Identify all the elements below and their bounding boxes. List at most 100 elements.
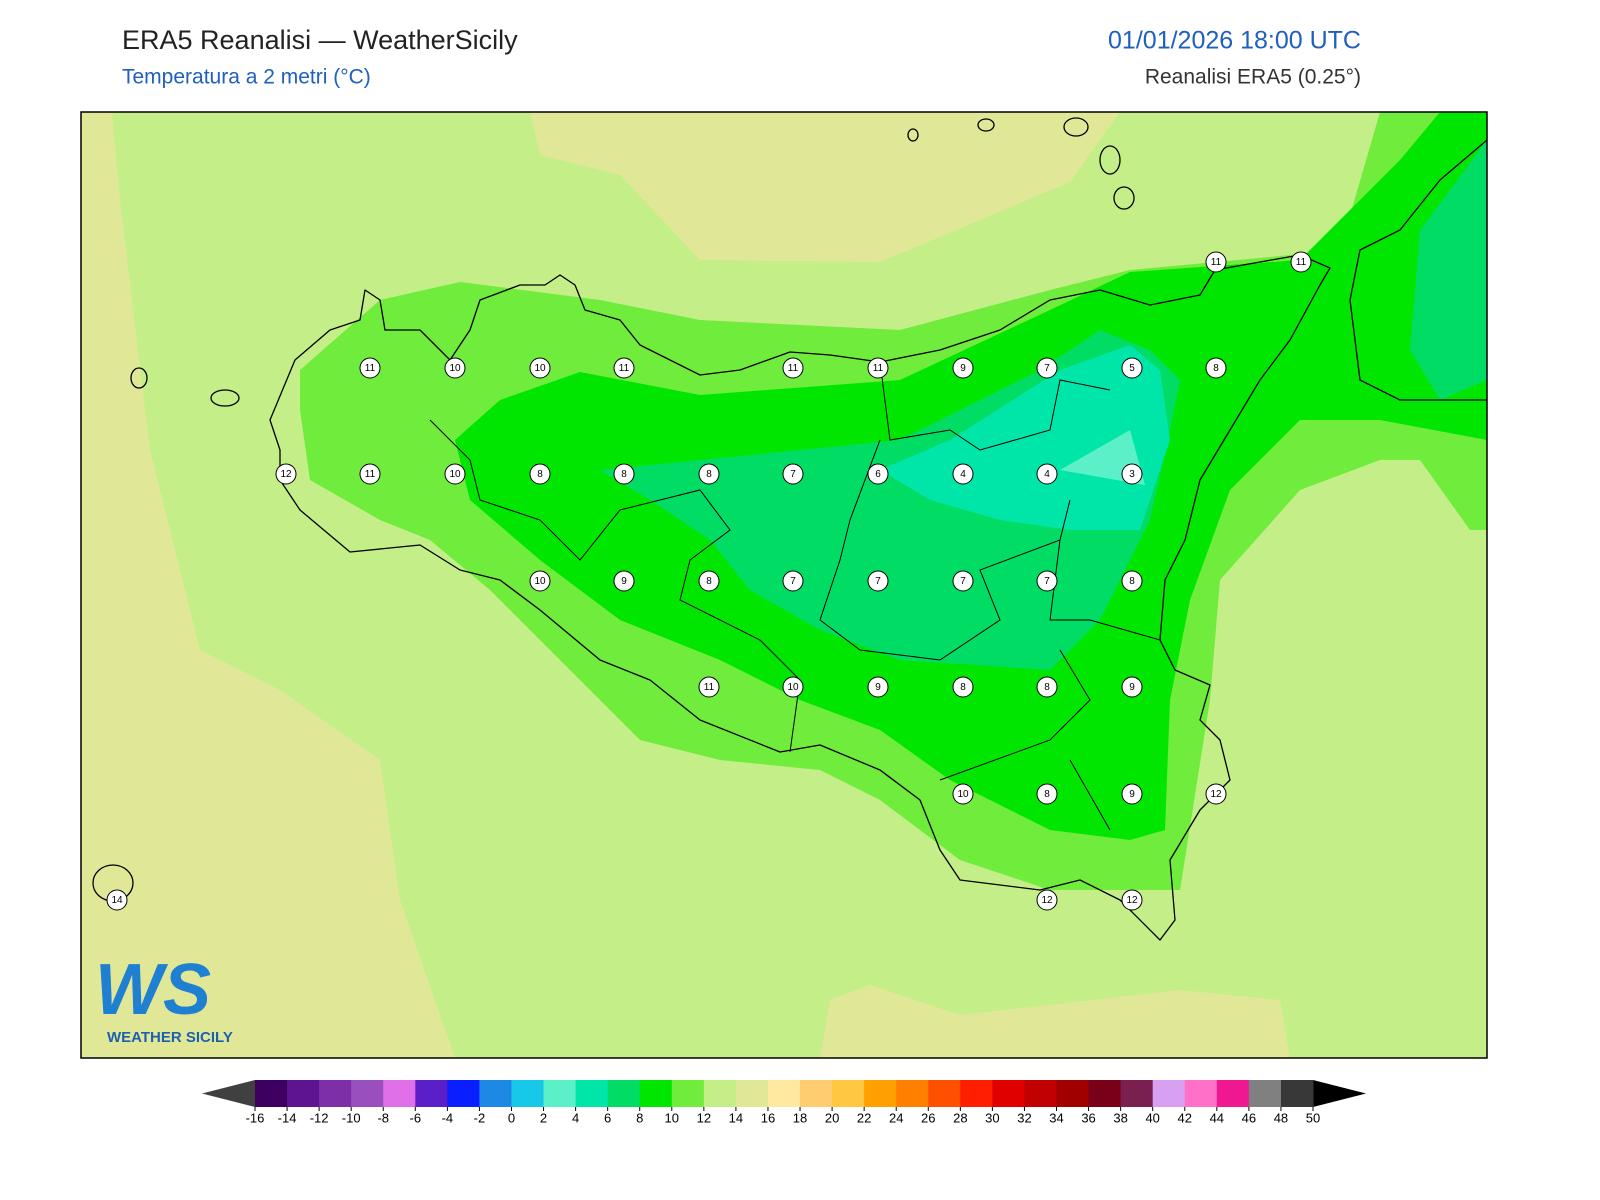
island xyxy=(1063,117,1089,137)
colorbar-tick-label: 0 xyxy=(508,1110,515,1125)
station-label: 11 xyxy=(788,363,799,374)
label-marker xyxy=(529,570,551,592)
colorbar-segment xyxy=(800,1080,833,1107)
colorbar-segment xyxy=(511,1080,545,1107)
station-label: 8 xyxy=(706,576,712,587)
source: Reanalisi ERA5 (0.25°) xyxy=(1145,66,1361,89)
colorbar-segment xyxy=(992,1080,1025,1107)
label-marker xyxy=(1036,357,1058,379)
colorbar-segment xyxy=(319,1080,352,1107)
label-marker xyxy=(698,570,720,592)
colorbar-segment xyxy=(1120,1080,1154,1107)
label-marker xyxy=(782,357,804,379)
station-label: 9 xyxy=(1129,682,1135,693)
label-marker xyxy=(867,357,889,379)
colorbar-segment xyxy=(287,1080,320,1107)
colorbar-tick-label: 50 xyxy=(1306,1110,1320,1125)
station-label: 9 xyxy=(960,363,966,374)
label-marker xyxy=(275,463,297,485)
colorbar-tick-label: 32 xyxy=(1017,1110,1031,1125)
station-label: 4 xyxy=(960,469,966,480)
station-label: 12 xyxy=(1210,789,1222,800)
label-marker xyxy=(867,463,889,485)
label-marker xyxy=(782,463,804,485)
station-label: 7 xyxy=(790,469,796,480)
label-marker xyxy=(1121,783,1143,805)
label-marker xyxy=(613,357,635,379)
colorbar-tick-label: -14 xyxy=(278,1110,297,1125)
station-label: 4 xyxy=(1044,469,1050,480)
colorbar-tick-label: 22 xyxy=(857,1110,871,1125)
colorbar-tick-label: 38 xyxy=(1113,1110,1127,1125)
colorbar-segment xyxy=(896,1080,929,1107)
station-label: 10 xyxy=(534,576,546,587)
island xyxy=(1099,145,1121,175)
colorbar-segment xyxy=(415,1080,448,1107)
colorbar-tick-label: 4 xyxy=(572,1110,579,1125)
station-label: 7 xyxy=(1044,576,1050,587)
coastline xyxy=(269,254,1331,941)
colorbar-tick-label: 10 xyxy=(665,1110,679,1125)
colorbar-segment xyxy=(1024,1080,1058,1107)
colorbar-tick-label: -16 xyxy=(246,1110,265,1125)
colorbar-segment xyxy=(607,1080,641,1107)
station-label: 14 xyxy=(111,895,123,906)
station-label: 7 xyxy=(875,576,881,587)
colorbar-segment xyxy=(960,1080,993,1107)
label-marker xyxy=(1036,783,1058,805)
colorbar-segment xyxy=(928,1080,961,1107)
label-marker xyxy=(867,570,889,592)
station-label: 8 xyxy=(621,469,627,480)
label-marker xyxy=(1121,570,1143,592)
label-marker xyxy=(529,357,551,379)
colorbar-tick-label: 12 xyxy=(697,1110,711,1125)
label-marker xyxy=(782,676,804,698)
label-marker xyxy=(1205,251,1227,273)
colorbar-under xyxy=(202,1080,255,1107)
station-label: 12 xyxy=(1041,895,1053,906)
colorbar-tick-label: 20 xyxy=(825,1110,839,1125)
station-label: 8 xyxy=(1044,789,1050,800)
island xyxy=(210,389,240,407)
colorbar-tick-label: -8 xyxy=(377,1110,389,1125)
label-marker xyxy=(444,357,466,379)
station-label: 10 xyxy=(449,363,461,374)
label-marker xyxy=(1121,889,1143,911)
colorbar-tick-label: 26 xyxy=(921,1110,935,1125)
station-label: 8 xyxy=(537,469,543,480)
colorbar-tick-label: 24 xyxy=(889,1110,903,1125)
colorbar-segment xyxy=(1152,1080,1186,1107)
colorbar-tick-label: 30 xyxy=(985,1110,999,1125)
colorbar-tick-label: 48 xyxy=(1274,1110,1288,1125)
province-border xyxy=(429,361,1161,831)
label-marker xyxy=(952,676,974,698)
station-label: 10 xyxy=(957,789,969,800)
shading xyxy=(1410,140,1487,400)
label-marker xyxy=(698,463,720,485)
colorbar-segment xyxy=(1056,1080,1090,1107)
island xyxy=(977,118,995,132)
label-marker xyxy=(698,676,720,698)
colorbar-tick-label: 36 xyxy=(1081,1110,1095,1125)
colorbar: -16 -14 -12 -10 -8 -6 -4 -2 0 2 4 6 8 10 12 14 16 18 20 22 2… xyxy=(202,1080,1366,1125)
colorbar-segment xyxy=(735,1080,769,1107)
station-label: 11 xyxy=(873,363,884,374)
colorbar-tick-label: 8 xyxy=(636,1110,643,1125)
island xyxy=(1113,186,1135,210)
station-label: 11 xyxy=(365,363,376,374)
station-label: 10 xyxy=(449,469,461,480)
colorbar-segment xyxy=(575,1080,609,1107)
station-label: 9 xyxy=(875,682,881,693)
station-label: 10 xyxy=(787,682,799,693)
colorbar-tick-label: 40 xyxy=(1145,1110,1159,1125)
colorbar-tick-label: 14 xyxy=(729,1110,743,1125)
colorbar-tick-label: -10 xyxy=(342,1110,361,1125)
colorbar-tick-label: 6 xyxy=(604,1110,611,1125)
coastline xyxy=(1349,139,1487,401)
station-label: 7 xyxy=(960,576,966,587)
label-marker xyxy=(106,889,128,911)
island xyxy=(907,128,919,142)
colorbar-segment xyxy=(383,1080,416,1107)
label-marker xyxy=(952,783,974,805)
colorbar-segment xyxy=(479,1080,512,1107)
